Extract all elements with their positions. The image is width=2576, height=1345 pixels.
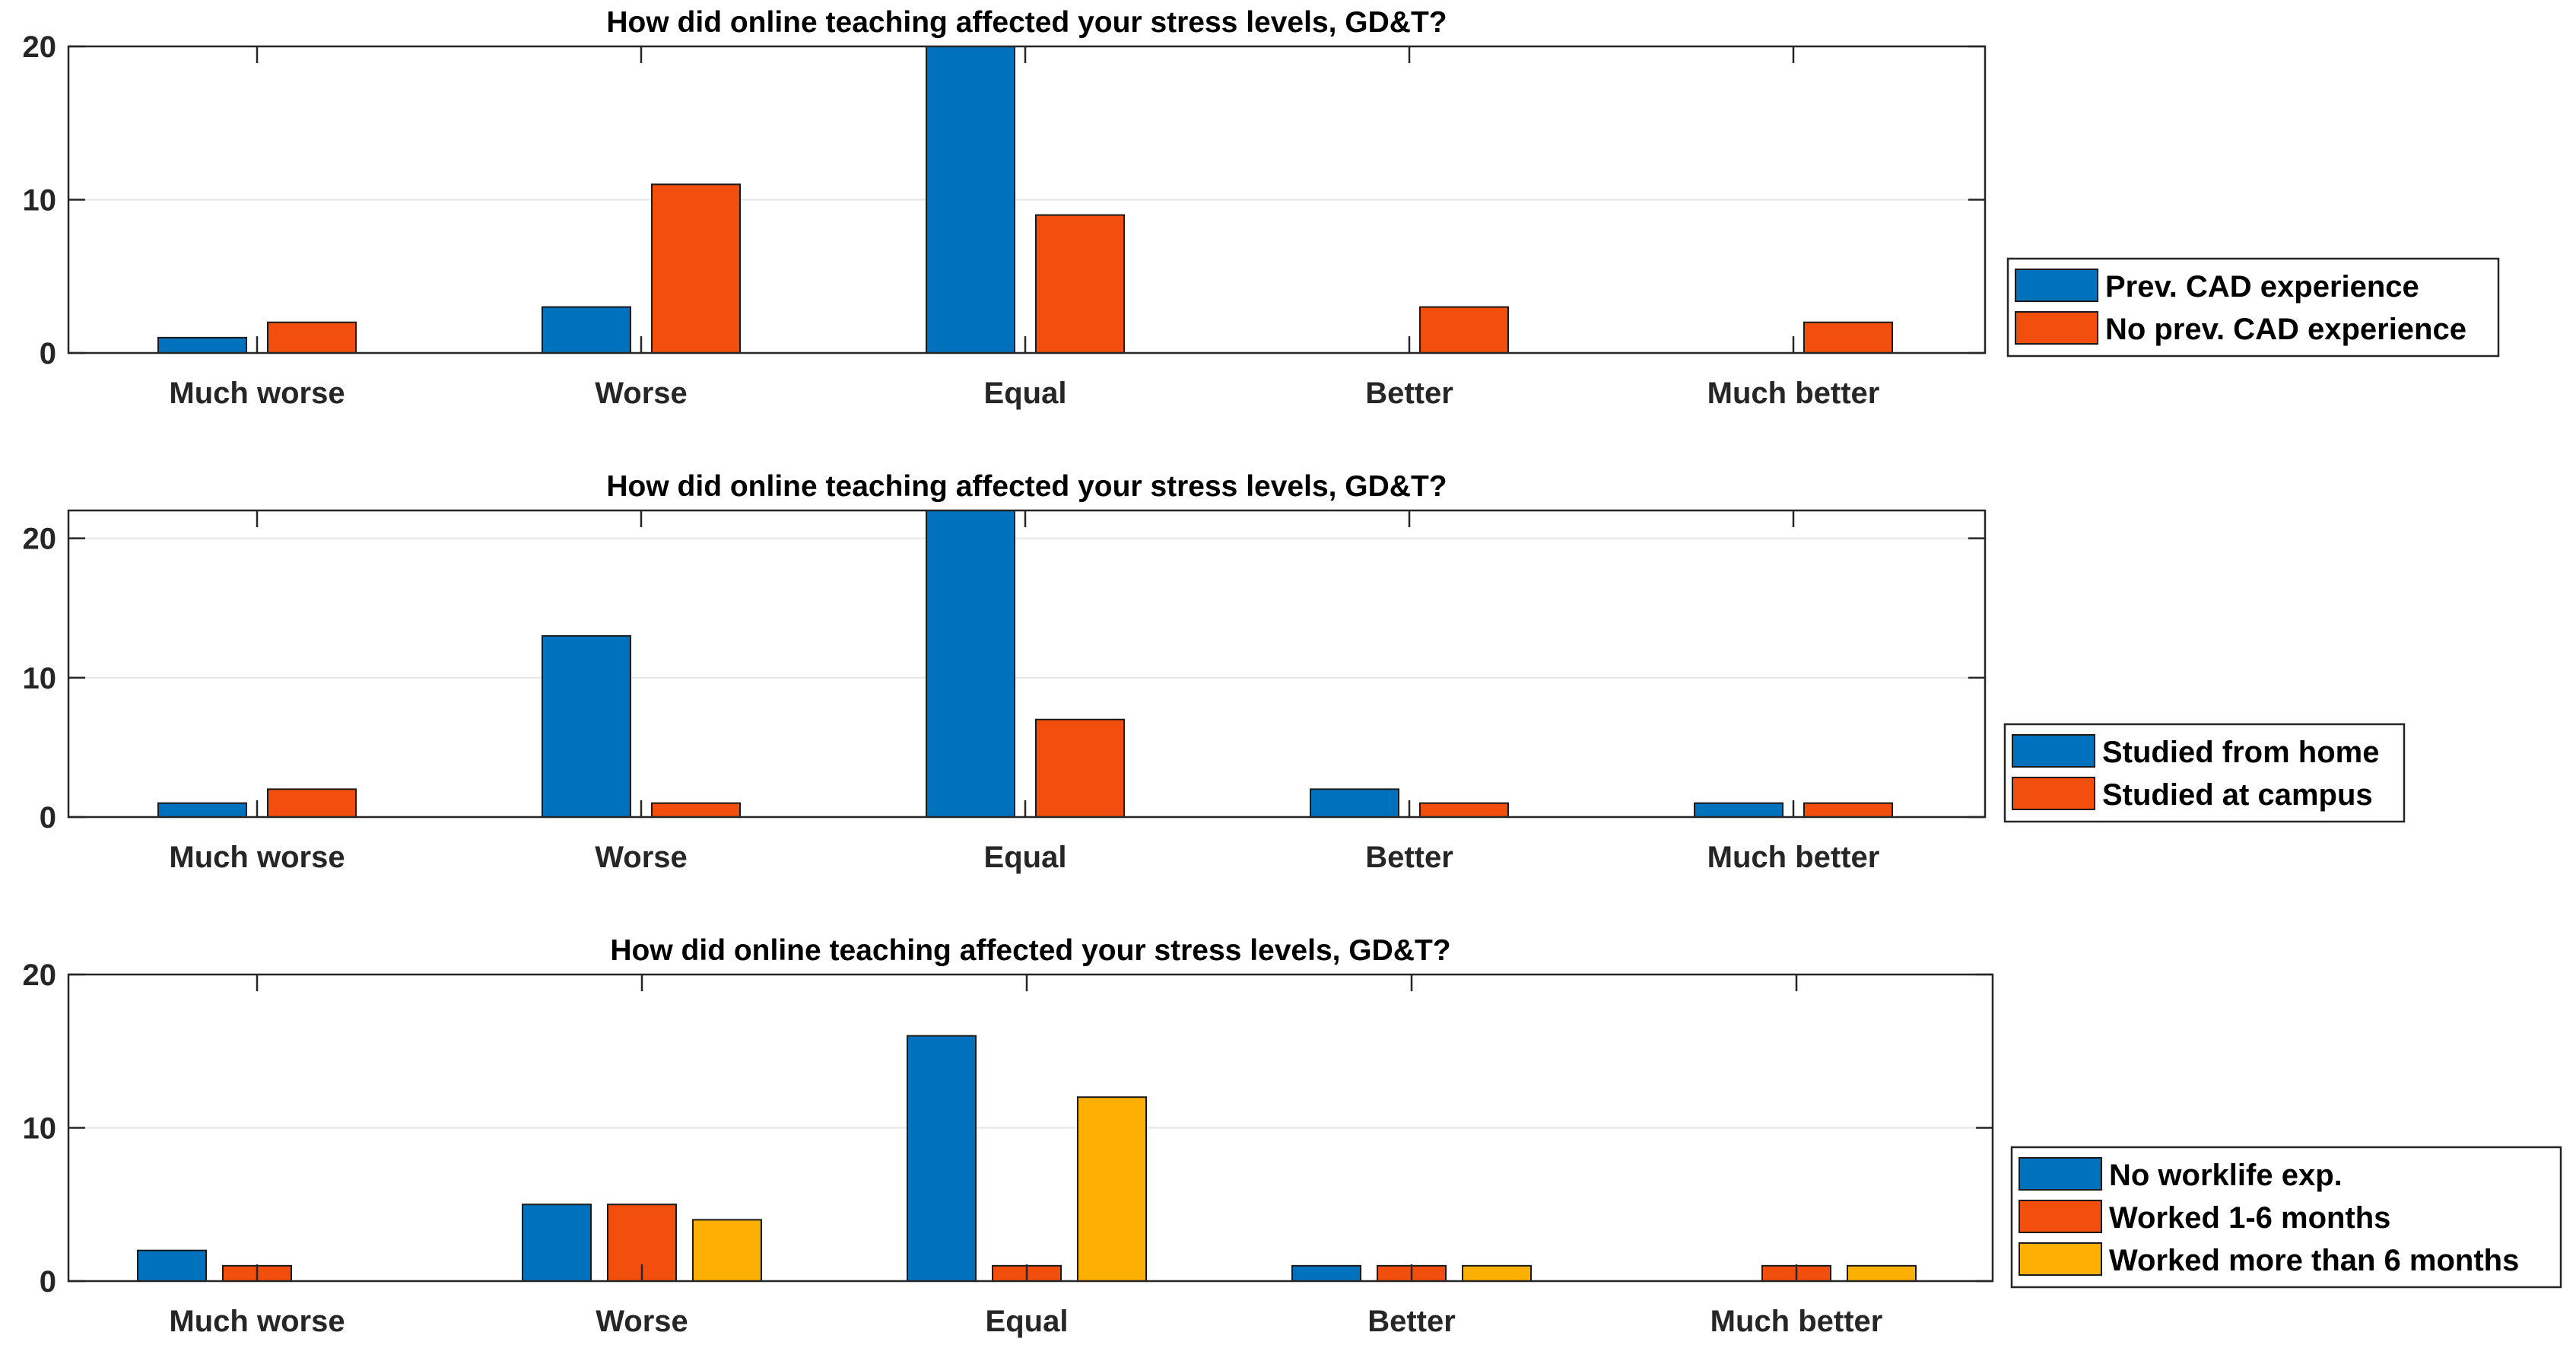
- bar-worked-more-than-6-months-2: [1077, 1096, 1147, 1282]
- y-tick-label: 10: [23, 1112, 57, 1146]
- x-tick-label: Equal: [984, 841, 1067, 874]
- y-tick-label: 20: [23, 30, 57, 64]
- bar-no-prev-cad-experience-3: [1419, 306, 1509, 354]
- x-tick-label: Much worse: [169, 1305, 345, 1338]
- legend: Studied from home Studied at campus: [2003, 723, 2406, 823]
- legend-swatch: [2015, 311, 2098, 345]
- legend-swatch: [2019, 1200, 2102, 1233]
- legend-label: Studied from home: [2102, 736, 2379, 769]
- y-tick-label: 0: [40, 801, 56, 835]
- x-tick-label: Better: [1365, 377, 1453, 410]
- legend-swatch: [2012, 734, 2095, 768]
- bar-no-prev-cad-experience-1: [651, 183, 741, 354]
- bar-studied-at-campus-4: [1803, 802, 1893, 818]
- bar-no-worklife-exp--3: [1291, 1264, 1361, 1282]
- y-tick-label: 10: [23, 662, 57, 695]
- bar-studied-at-campus-0: [267, 788, 357, 819]
- legend: Prev. CAD experience No prev. CAD experie…: [2006, 257, 2500, 358]
- bar-worked-more-than-6-months-4: [1847, 1264, 1917, 1282]
- bar-no-prev-cad-experience-4: [1803, 321, 1893, 355]
- chart-panel-3: Much worse Worse Equal Better Much better 0 10…: [23, 934, 2562, 1338]
- bar-studied-from-home-2: [926, 510, 1015, 818]
- x-tick-label: Equal: [986, 1305, 1069, 1338]
- legend-swatch: [2019, 1242, 2102, 1276]
- bar-no-worklife-exp--1: [522, 1204, 592, 1282]
- x-tick-label: Much worse: [169, 377, 345, 410]
- bar-no-worklife-exp--2: [907, 1035, 977, 1282]
- legend-swatch: [2019, 1157, 2102, 1191]
- legend-label: Worked more than 6 months: [2109, 1244, 2519, 1277]
- bar-worked-more-than-6-months-1: [692, 1219, 762, 1283]
- bar-worked-more-than-6-months-3: [1462, 1264, 1532, 1282]
- bar-studied-from-home-3: [1310, 788, 1399, 819]
- bar-no-prev-cad-experience-2: [1035, 214, 1125, 354]
- bar-studied-at-campus-3: [1419, 802, 1509, 818]
- y-tick-label: 20: [23, 523, 57, 556]
- legend-swatch: [2012, 777, 2095, 810]
- bar-prev-cad-experience-2: [926, 46, 1015, 354]
- x-tick-label: Better: [1365, 841, 1453, 874]
- bar-no-worklife-exp--0: [137, 1249, 207, 1282]
- x-tick-label: Much better: [1710, 1305, 1883, 1338]
- plot-area-frame: [67, 509, 1987, 819]
- bar-studied-at-campus-2: [1035, 718, 1125, 818]
- y-tick-label: 20: [23, 959, 57, 992]
- x-tick-label: Worse: [595, 841, 688, 874]
- x-tick-label: Worse: [595, 377, 688, 410]
- y-tick-label: 0: [40, 1265, 56, 1299]
- legend-swatch: [2015, 269, 2098, 302]
- chart-title: How did online teaching affected your st…: [606, 6, 1447, 39]
- bar-prev-cad-experience-1: [542, 306, 631, 354]
- chart-title: How did online teaching affected your st…: [610, 934, 1450, 967]
- chart-panel-2: Much worse Worse Equal Better Much better 0 10…: [23, 470, 2406, 874]
- bar-studied-from-home-0: [157, 802, 247, 818]
- legend-label: Studied at campus: [2102, 778, 2373, 812]
- legend-box: [2010, 1146, 2562, 1289]
- x-tick-label: Much better: [1707, 377, 1880, 410]
- legend-label: Worked 1-6 months: [2109, 1201, 2390, 1235]
- x-tick-label: Worse: [596, 1305, 688, 1338]
- legend-label: No worklife exp.: [2109, 1159, 2343, 1192]
- x-tick-label: Equal: [984, 377, 1067, 410]
- bar-no-prev-cad-experience-0: [267, 321, 357, 355]
- x-tick-label: Much better: [1707, 841, 1880, 874]
- chart-panel-1: Much worse Worse Equal Better Much better 0 10…: [23, 6, 2500, 410]
- chart-title: How did online teaching affected your st…: [606, 470, 1447, 503]
- bar-studied-at-campus-1: [651, 802, 741, 818]
- x-tick-label: Better: [1367, 1305, 1456, 1338]
- legend-label: No prev. CAD experience: [2105, 313, 2466, 346]
- x-tick-label: Much worse: [169, 841, 345, 874]
- bar-prev-cad-experience-0: [157, 336, 247, 355]
- bar-studied-from-home-1: [542, 634, 631, 819]
- y-tick-label: 10: [23, 184, 57, 218]
- bar-studied-from-home-4: [1694, 802, 1784, 818]
- y-tick-label: 0: [40, 337, 56, 370]
- legend: No worklife exp. Worked 1-6 months Worked …: [2010, 1146, 2562, 1289]
- legend-label: Prev. CAD experience: [2105, 270, 2419, 304]
